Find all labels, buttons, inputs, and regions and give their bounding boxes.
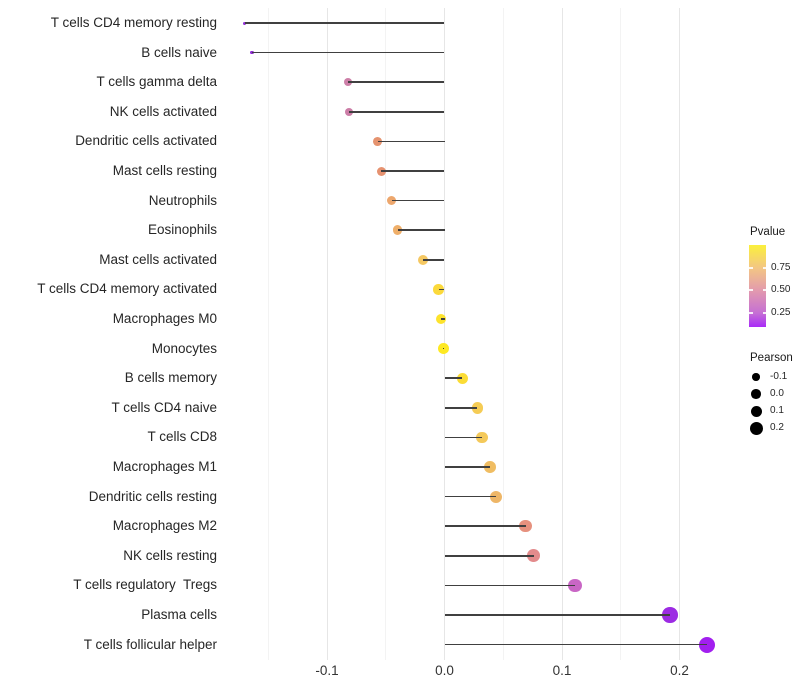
y-axis-label: Plasma cells bbox=[141, 607, 217, 622]
lollipop-dot bbox=[490, 490, 503, 503]
y-axis-label: T cells regulatory Tregs bbox=[73, 577, 217, 593]
y-axis-label: T cells gamma delta bbox=[96, 74, 217, 90]
y-axis-label: Eosinophils bbox=[147, 222, 217, 238]
x-tick-label: -0.1 bbox=[315, 663, 339, 678]
lollipop-dot bbox=[698, 636, 715, 653]
y-axis-label: Mast cells resting bbox=[112, 163, 217, 178]
pvalue-legend-title: Pvalue bbox=[750, 226, 786, 238]
lollipop-stem bbox=[444, 643, 707, 646]
y-axis-label: Neutrophils bbox=[148, 192, 217, 208]
lollipop-stem bbox=[349, 111, 445, 113]
pearson-legend-dot bbox=[749, 421, 763, 435]
pearson-legend-dot bbox=[751, 389, 761, 399]
x-gridline-minor bbox=[385, 8, 387, 660]
pvalue-legend-label: 0.50 bbox=[771, 284, 791, 296]
lollipop-dot bbox=[435, 313, 447, 325]
x-tick-label: 0.2 bbox=[670, 663, 689, 678]
x-gridline-major bbox=[679, 8, 680, 660]
pvalue-gradient-bar bbox=[749, 245, 766, 327]
y-axis-label: T cells follicular helper bbox=[83, 636, 217, 652]
pearson-legend-label: -0.1 bbox=[770, 371, 788, 382]
lollipop-dot bbox=[568, 578, 582, 593]
lollipop-stem bbox=[397, 229, 445, 231]
lollipop-stem bbox=[444, 584, 575, 587]
y-axis-label: Dendritic cells resting bbox=[88, 488, 217, 504]
pvalue-bar-tick-left bbox=[749, 267, 753, 269]
lollipop-stem bbox=[391, 199, 445, 202]
y-axis-label: Macrophages M1 bbox=[112, 459, 217, 474]
lollipop-stem bbox=[348, 81, 445, 83]
lollipop-stem bbox=[377, 140, 445, 143]
x-gridline-major bbox=[444, 8, 445, 660]
pearson-legend-title: Pearson bbox=[750, 352, 793, 364]
y-axis-label: B cells memory bbox=[124, 370, 217, 386]
y-axis-label: T cells CD4 naive bbox=[111, 399, 217, 415]
lollipop-stem bbox=[444, 614, 671, 616]
pearson-legend-label: 0.0 bbox=[770, 388, 784, 399]
y-axis-label: NK cells activated bbox=[109, 103, 217, 119]
pvalue-legend-label: 0.25 bbox=[771, 307, 791, 319]
pvalue-bar-tick-right bbox=[762, 312, 766, 314]
lollipop-dot bbox=[392, 225, 403, 235]
y-axis-label: Monocytes bbox=[151, 340, 217, 356]
lollipop-stem bbox=[251, 51, 445, 54]
y-axis-label: Mast cells activated bbox=[99, 251, 217, 267]
y-axis-label: T cells CD8 bbox=[147, 429, 217, 445]
y-axis-label: NK cells resting bbox=[123, 547, 217, 563]
lollipop-stem bbox=[438, 288, 445, 291]
lollipop-dot bbox=[519, 519, 532, 533]
y-axis-label: T cells CD4 memory activated bbox=[37, 281, 217, 297]
lollipop-stem bbox=[381, 170, 445, 172]
pvalue-bar-tick-left bbox=[749, 312, 753, 314]
pvalue-bar-tick-left bbox=[749, 289, 753, 291]
pearson-legend-label: 0.2 bbox=[770, 422, 784, 433]
pearson-legend-dot bbox=[750, 405, 762, 417]
lollipop-stem bbox=[444, 495, 497, 498]
lollipop-stem bbox=[444, 466, 491, 468]
lollipop-dot bbox=[471, 402, 484, 414]
lollipop-dot bbox=[376, 166, 386, 176]
x-gridline-minor bbox=[267, 8, 269, 660]
x-gridline-major bbox=[561, 8, 563, 660]
lollipop-stem bbox=[444, 377, 463, 379]
lollipop-dot bbox=[456, 372, 468, 384]
y-axis-label: T cells CD4 memory resting bbox=[50, 15, 217, 30]
y-axis-label: Macrophages M2 bbox=[112, 518, 217, 534]
x-gridline-minor bbox=[502, 8, 504, 660]
y-axis-label: B cells naive bbox=[141, 44, 217, 60]
lollipop-stem bbox=[441, 318, 445, 320]
pvalue-bar-tick-right bbox=[762, 267, 766, 269]
y-axis-label: Dendritic cells activated bbox=[75, 133, 217, 149]
lollipop-stem bbox=[444, 407, 478, 409]
lollipop-dot bbox=[386, 195, 397, 206]
lollipop-stem bbox=[443, 347, 445, 350]
lollipop-dot bbox=[476, 431, 488, 444]
x-tick-label: 0.0 bbox=[435, 663, 454, 678]
lollipop-dot bbox=[418, 254, 429, 265]
x-gridline-minor bbox=[620, 8, 622, 660]
pvalue-bar-tick-right bbox=[762, 289, 766, 291]
lollipop-stem bbox=[444, 436, 483, 439]
lollipop-stem bbox=[444, 525, 526, 527]
lollipop-stem bbox=[244, 22, 445, 24]
pearson-legend-dot bbox=[752, 373, 760, 381]
y-axis-label: Macrophages M0 bbox=[112, 311, 217, 326]
x-gridline-major bbox=[326, 8, 328, 660]
pearson-legend-label: 0.1 bbox=[770, 405, 784, 416]
pvalue-legend-label: 0.75 bbox=[771, 261, 791, 273]
lollipop-stem bbox=[444, 555, 534, 557]
x-tick-label: 0.1 bbox=[552, 663, 572, 678]
lollipop-stem bbox=[423, 259, 445, 261]
